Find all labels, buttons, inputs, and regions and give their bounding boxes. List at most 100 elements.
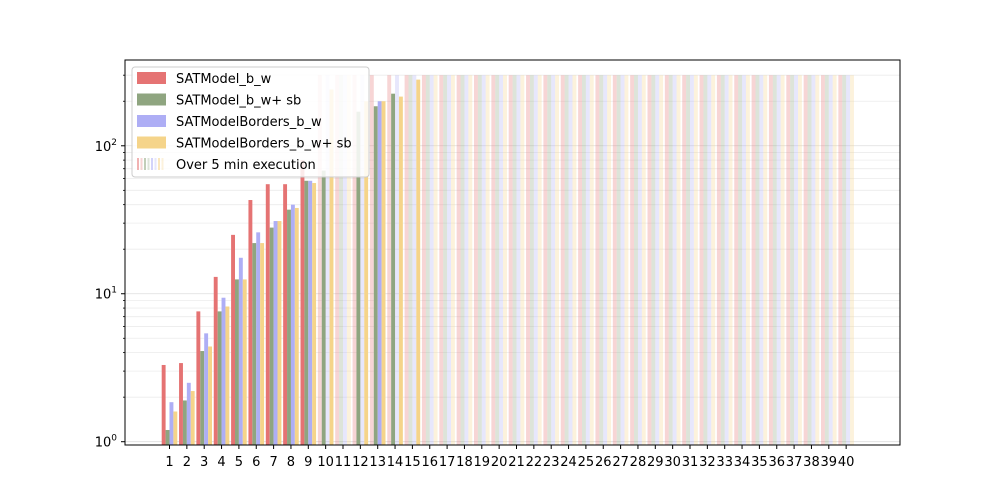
bar-1-39 bbox=[821, 75, 825, 445]
bar-4-8 bbox=[294, 207, 299, 445]
bar-4-15 bbox=[416, 79, 421, 446]
legend-swatch-faded bbox=[140, 158, 143, 170]
bar-3-3 bbox=[204, 333, 209, 445]
bar-4-19 bbox=[485, 75, 490, 445]
bar-4-21 bbox=[520, 75, 525, 445]
bar-1-20 bbox=[491, 75, 496, 445]
bar-4-37 bbox=[798, 75, 802, 445]
x-tick-label: 9 bbox=[304, 455, 312, 470]
bar-2-7 bbox=[269, 227, 274, 445]
bar-1-21 bbox=[508, 75, 513, 445]
x-tick-label: 30 bbox=[664, 455, 681, 470]
bar-4-31 bbox=[693, 75, 698, 445]
bar-1-18 bbox=[456, 75, 461, 445]
bar-2-26 bbox=[599, 75, 604, 445]
bar-2-30 bbox=[668, 75, 673, 445]
bar-1-23 bbox=[543, 75, 548, 445]
bar-3-30 bbox=[672, 75, 677, 445]
bar-2-31 bbox=[686, 75, 690, 445]
bar-3-2 bbox=[186, 382, 191, 445]
bar-1-10 bbox=[317, 75, 322, 445]
x-tick-label: 39 bbox=[821, 455, 838, 470]
bar-3-9 bbox=[308, 180, 313, 446]
bar-1-6 bbox=[248, 200, 253, 445]
bar-3-40 bbox=[846, 75, 851, 445]
bar-4-40 bbox=[850, 75, 854, 445]
legend-swatch-4 bbox=[137, 136, 166, 149]
bar-3-7 bbox=[273, 221, 278, 445]
bar-1-32 bbox=[699, 75, 704, 445]
bar-1-28 bbox=[630, 75, 635, 445]
bar-2-5 bbox=[235, 279, 239, 445]
bar-3-6 bbox=[256, 232, 261, 445]
bar-4-22 bbox=[537, 75, 542, 445]
bar-1-8 bbox=[283, 184, 288, 445]
bar-2-2 bbox=[182, 400, 187, 445]
x-tick-label: 7 bbox=[269, 455, 277, 470]
bar-2-38 bbox=[807, 75, 812, 445]
bar-1-17 bbox=[439, 75, 444, 445]
bar-2-40 bbox=[842, 75, 847, 445]
x-tick-label: 32 bbox=[699, 455, 716, 470]
bar-4-27 bbox=[624, 75, 629, 445]
bar-2-18 bbox=[460, 75, 465, 445]
bar-4-11 bbox=[346, 75, 351, 445]
x-tick-label: 21 bbox=[508, 455, 525, 470]
bar-2-35 bbox=[755, 75, 760, 445]
bar-3-26 bbox=[603, 75, 608, 445]
bar-4-26 bbox=[607, 75, 612, 445]
bar-1-14 bbox=[387, 75, 392, 445]
bar-3-16 bbox=[429, 75, 434, 445]
x-tick-label: 20 bbox=[491, 455, 508, 470]
x-tick-label: 11 bbox=[335, 455, 352, 470]
bar-4-17 bbox=[451, 75, 455, 445]
legend-box bbox=[131, 66, 370, 178]
bar-1-7 bbox=[265, 184, 270, 445]
x-tick-label: 2 bbox=[183, 455, 191, 470]
bar-2-13 bbox=[373, 106, 378, 445]
bar-2-37 bbox=[790, 75, 795, 445]
x-tick-label: 26 bbox=[595, 455, 612, 470]
y-tick-label: 100 bbox=[95, 434, 118, 451]
bar-1-37 bbox=[786, 75, 791, 445]
bar-1-26 bbox=[595, 75, 600, 445]
legend-swatch-faded bbox=[161, 158, 164, 170]
bar-1-40 bbox=[838, 75, 843, 445]
bar-2-11 bbox=[339, 75, 343, 445]
bar-1-4 bbox=[213, 276, 218, 445]
bar-4-12 bbox=[364, 101, 369, 446]
bar-2-24 bbox=[564, 75, 569, 445]
bar-2-27 bbox=[616, 75, 621, 445]
bar-3-39 bbox=[828, 75, 833, 445]
bar-4-34 bbox=[745, 75, 750, 445]
bar-3-5 bbox=[238, 257, 243, 445]
legend-swatch-faded bbox=[154, 158, 157, 170]
bar-1-25 bbox=[578, 75, 582, 445]
bar-4-24 bbox=[572, 75, 577, 445]
legend-label-1: SATModel_b_w bbox=[176, 72, 272, 87]
bar-4-5 bbox=[242, 279, 247, 445]
bar-4-28 bbox=[641, 75, 646, 445]
bar-1-16 bbox=[421, 75, 426, 445]
x-tick-label: 24 bbox=[560, 455, 577, 470]
bar-1-19 bbox=[474, 75, 478, 445]
bars-group bbox=[161, 75, 854, 446]
bar-3-12 bbox=[360, 75, 365, 445]
bar-3-11 bbox=[343, 75, 347, 445]
bar-3-19 bbox=[481, 75, 486, 445]
legend-label-5: Over 5 min execution bbox=[176, 158, 316, 173]
bar-2-19 bbox=[477, 75, 482, 445]
bar-1-1 bbox=[161, 364, 166, 445]
legend-swatch-1 bbox=[137, 72, 166, 84]
bar-1-15 bbox=[404, 75, 409, 445]
bar-3-25 bbox=[585, 75, 590, 445]
bar-1-31 bbox=[682, 75, 687, 445]
x-tick-label: 15 bbox=[404, 455, 421, 470]
x-tick-label: 28 bbox=[630, 455, 647, 470]
bar-2-39 bbox=[824, 75, 829, 445]
bar-4-39 bbox=[832, 75, 837, 445]
bar-1-24 bbox=[560, 75, 565, 445]
x-tick-label: 27 bbox=[612, 455, 629, 470]
bar-1-9 bbox=[300, 160, 305, 445]
